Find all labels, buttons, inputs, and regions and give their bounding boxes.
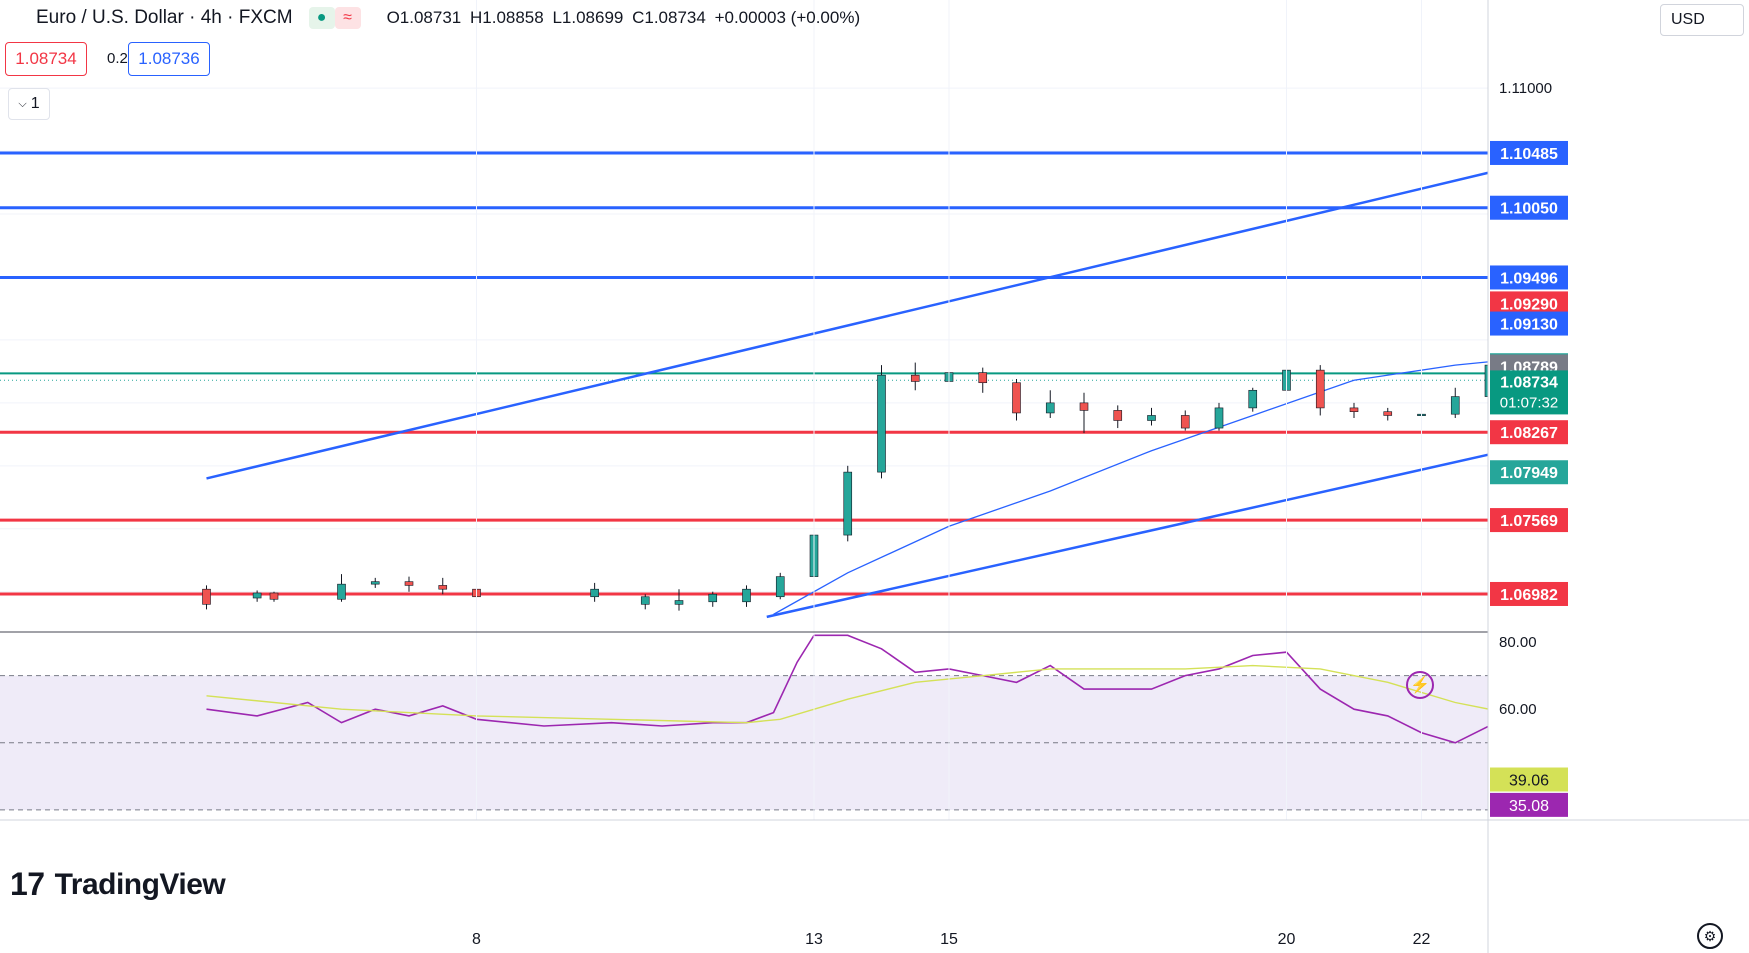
time-tick-label: 8 [472,931,481,948]
ohlc-close: C1.08734 [632,8,706,27]
brand-name: TradingView [54,867,226,901]
candle-body [1721,277,1729,290]
candle-body [843,471,853,536]
wave-icon[interactable]: ≈ [334,7,361,29]
time-tick-label: 15 [940,931,958,948]
ohlc-change: +0.00003 (+0.00%) [714,8,861,27]
ohlc-readout: O1.08731 H1.08858 L1.08699 C1.08734 +0.0… [387,8,865,28]
market-open-icon[interactable]: ● [308,7,335,29]
rsi-value-label: 35.08 [1509,798,1549,815]
candle-body [590,588,599,598]
rsi-value-bg [1490,792,1568,817]
candle-body [370,581,380,585]
candle-body [1180,415,1190,429]
time-tick-label: 20 [1278,931,1296,948]
rsi-ma-value-bg [1490,767,1568,792]
rsi-tick-label: 80.00 [1499,634,1537,651]
candle-body [1620,302,1628,312]
spread-value: 0.2 [107,50,128,67]
candle-body [742,588,751,603]
chevron-down-icon: ⌵ [18,97,27,110]
candle-body [640,596,650,605]
candle-body [1654,300,1662,313]
axis-price-label-bg [1490,291,1568,316]
candle-body [708,593,718,603]
candle-body [1450,396,1460,415]
last-price-label: 1.08734 [1500,374,1558,391]
rsi-pane [0,634,1488,811]
candle-body [1383,411,1393,416]
level-axis-label-bg [1490,195,1568,220]
candle-body [910,374,920,382]
candle-body [438,585,448,590]
level-axis-label: 1.07569 [1500,513,1558,530]
sell-button[interactable]: 1.08734 [5,42,87,76]
candle-body [1484,364,1488,397]
level-axis-label-bg [1490,265,1568,290]
level-axis-label: 1.06982 [1500,587,1558,604]
candle-body [1045,402,1055,414]
candle-body [1349,407,1359,412]
axis-price-label-bg [1490,311,1568,336]
ohlc-low: L1.08699 [552,8,624,27]
tv-logo-icon: 17 [10,866,45,902]
moving-average-line [773,361,1488,615]
candle-body [1586,302,1594,317]
price-tick-label: 1.11000 [1499,80,1552,97]
candle-body [978,372,988,384]
candle-body [252,592,262,599]
level-axis-label-bg [1490,581,1568,606]
candle-body [1315,369,1325,409]
time-tick-label: 22 [1413,931,1431,948]
candle-body [269,592,279,600]
interval-value: 1 [30,95,40,112]
candle-body [1248,389,1258,409]
ohlc-open: O1.08731 [386,8,462,27]
candle-body [1012,382,1021,414]
candle-body [1113,410,1123,421]
candle-body [404,581,414,586]
time-tick-label: 13 [805,931,823,948]
candle-body [1079,402,1089,411]
tradingview-logo: 17 TradingView [10,866,226,903]
axis-price-label-bg [1490,460,1568,485]
candle-body [1147,415,1156,421]
level-axis-label: 1.09496 [1500,270,1558,287]
trendline [206,171,1488,480]
candle-body [337,583,346,600]
level-axis-label-bg [1490,140,1568,165]
axis-price-label: 1.09130 [1500,317,1558,334]
level-axis-label: 1.08267 [1500,425,1558,442]
axis-price-label: 1.09290 [1500,296,1558,313]
settings-icon[interactable]: ⚙ [1697,923,1723,949]
ohlc-high: H1.08858 [469,8,544,27]
level-axis-label-bg [1490,420,1568,445]
interval-selector[interactable]: ⌵ 1 [8,88,50,120]
buy-button[interactable]: 1.08736 [128,42,210,76]
rsi-tick-label: 60.00 [1499,701,1537,718]
rsi-ma-value-label: 39.06 [1509,773,1549,790]
rsi-ma-line [206,664,1488,724]
candle-body [775,576,785,598]
symbol-title[interactable]: Euro / U.S. Dollar · 4h · FXCM [36,7,293,28]
countdown-label: 01:07:32 [1500,394,1558,411]
candle-body [202,588,211,605]
currency-selector[interactable]: USD [1660,4,1744,36]
candle-body [877,374,886,473]
candle-body [1214,407,1224,429]
lightning-icon[interactable]: ⚡ [1406,671,1434,699]
axis-price-label: 1.07949 [1500,465,1558,482]
status-badges: ● ≈ [308,7,361,29]
trendline [766,453,1488,619]
last-price-bg [1490,370,1568,415]
level-axis-label-bg [1490,508,1568,533]
candle-body [674,600,684,605]
level-axis-label: 1.10050 [1500,201,1558,218]
currency-label: USD [1671,11,1705,28]
price-pane: 1.104791.100771.095021.088171.082901.075… [0,87,1729,619]
level-axis-label: 1.10485 [1500,146,1558,163]
candle-body [1688,290,1696,300]
chart-header: Euro / U.S. Dollar · 4h · FXCM ● ≈ O1.08… [0,0,864,36]
